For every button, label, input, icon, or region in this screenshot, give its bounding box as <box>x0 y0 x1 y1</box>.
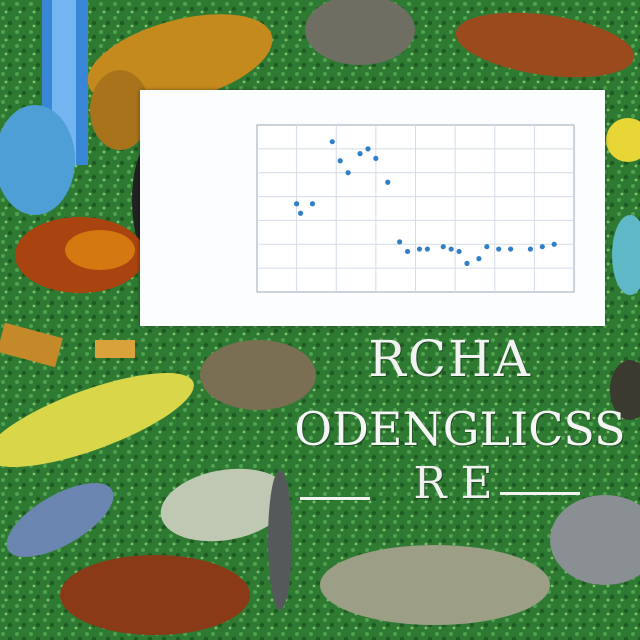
scatter-point <box>309 201 316 207</box>
scatter-point <box>440 244 446 250</box>
scatter-point <box>294 201 300 207</box>
scatter-point <box>539 244 545 250</box>
scatter-point <box>357 151 363 157</box>
decorative-rule-left <box>300 497 370 500</box>
scatter-point <box>404 248 411 255</box>
brown-leaf-creature <box>60 555 250 635</box>
scatter-point <box>496 246 502 252</box>
brown-fish-creature <box>455 12 635 78</box>
scatter-point <box>365 146 371 152</box>
scatter-point <box>476 256 482 262</box>
scatter-point <box>424 246 430 252</box>
grey-pod-creature <box>320 545 550 625</box>
scatter-point <box>337 158 343 164</box>
scatter-point <box>416 246 423 252</box>
scatter-point <box>297 210 304 216</box>
scatter-point <box>508 246 514 252</box>
scatter-point <box>456 248 462 255</box>
scatter-point <box>448 246 454 252</box>
poster-title-line3: RE <box>413 458 507 509</box>
poster-title-line1: RCHA <box>368 330 532 388</box>
scatter-point <box>484 244 490 250</box>
scatter-point <box>373 155 379 161</box>
wood-sticks <box>0 322 63 368</box>
poster-title-line2: ODENGLICSS <box>294 402 626 456</box>
blue-bird-creature <box>0 105 75 215</box>
scatter-point <box>329 139 335 145</box>
grey-bird-creature <box>550 495 640 585</box>
yellow-leaf-creature <box>0 372 194 468</box>
scatter-point <box>551 241 557 247</box>
scatter-point <box>464 260 470 266</box>
scatter-point <box>527 246 534 252</box>
scatter-point <box>345 170 351 176</box>
blue-lizard-creature <box>6 483 114 557</box>
stone-creature <box>200 340 316 410</box>
scatter-chart-panel <box>140 90 605 326</box>
scatter-point <box>397 239 403 245</box>
winged-fish-creature <box>160 468 290 542</box>
grey-shell-creature <box>305 0 415 65</box>
yellow-fruit <box>606 118 640 162</box>
scatter-point <box>385 179 391 185</box>
scatter-chart <box>256 124 575 293</box>
teal-bird-creature <box>612 215 640 295</box>
decorative-rule-right <box>500 492 580 495</box>
